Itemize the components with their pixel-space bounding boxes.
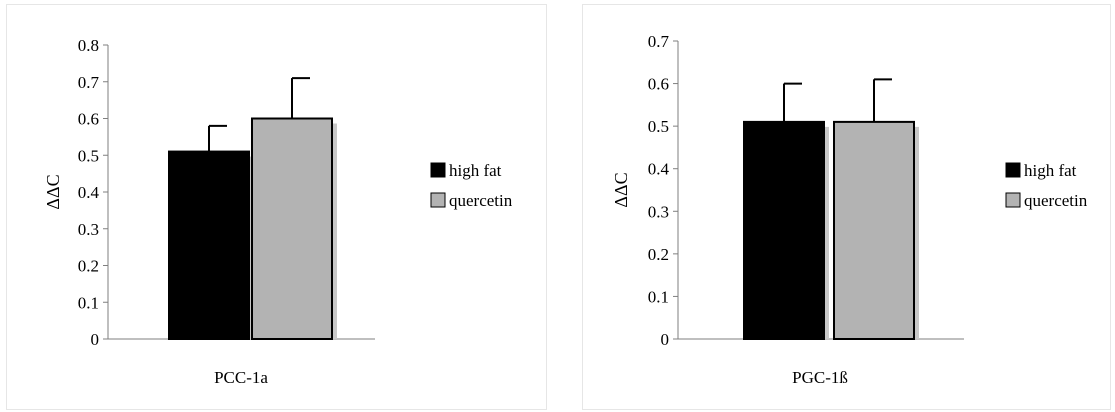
y-tick-label: 0.1 [78,293,99,312]
chart-panel-pgc-1b: 0 0.1 0.2 0.3 0.4 0.5 0.6 0.7 ΔΔC PGC-1ß high fat q… [582,4,1111,410]
legend-swatch-quercetin [1005,192,1021,208]
y-tick-label: 0.5 [648,117,669,136]
y-tick-label: 0.6 [648,75,669,94]
y-tick-label: 0.7 [648,32,670,51]
legend-label-quercetin: quercetin [449,191,513,210]
y-tick-label: 0.8 [78,36,99,55]
bar-chart-pcc-1a: 0 0.1 0.2 0.3 0.4 0.5 0.6 0.7 0.8 ΔΔC PCC-1a high f… [43,36,513,387]
legend-label-high-fat: high fat [1024,161,1077,180]
x-axis-label: PCC-1a [214,368,268,387]
bar-high-fat [743,120,825,340]
legend-swatch-quercetin [430,192,446,208]
y-tick-label: 0.4 [78,183,100,202]
y-axis-label: ΔΔC [43,174,63,209]
y-tick-label: 0.5 [78,146,99,165]
y-tick-label: 0.4 [648,160,670,179]
legend-swatch-high-fat [430,162,446,178]
y-tick-label: 0.2 [78,257,99,276]
y-tick-label: 0.7 [78,73,100,92]
bar-high-fat [168,150,250,340]
y-tick-label: 0.1 [648,287,669,306]
y-tick-label: 0.6 [78,110,99,129]
y-tick-label: 0.3 [78,220,99,239]
bar-quercetin [251,117,333,340]
y-tick-label: 0 [91,330,100,349]
bar-quercetin [833,120,915,340]
y-tick-label: 0 [661,330,670,349]
legend-label-quercetin: quercetin [1024,191,1088,210]
chart-panel-pcc-1a: 0 0.1 0.2 0.3 0.4 0.5 0.6 0.7 0.8 ΔΔC PCC-1a high f… [6,4,547,410]
legend-swatch-high-fat [1005,162,1021,178]
x-axis-label: PGC-1ß [792,368,848,387]
y-tick-label: 0.3 [648,202,669,221]
y-axis-label: ΔΔC [611,172,631,207]
y-tick-label: 0.2 [648,245,669,264]
legend-label-high-fat: high fat [449,161,502,180]
bar-chart-pgc-1b: 0 0.1 0.2 0.3 0.4 0.5 0.6 0.7 ΔΔC PGC-1ß high fat q… [611,32,1088,387]
